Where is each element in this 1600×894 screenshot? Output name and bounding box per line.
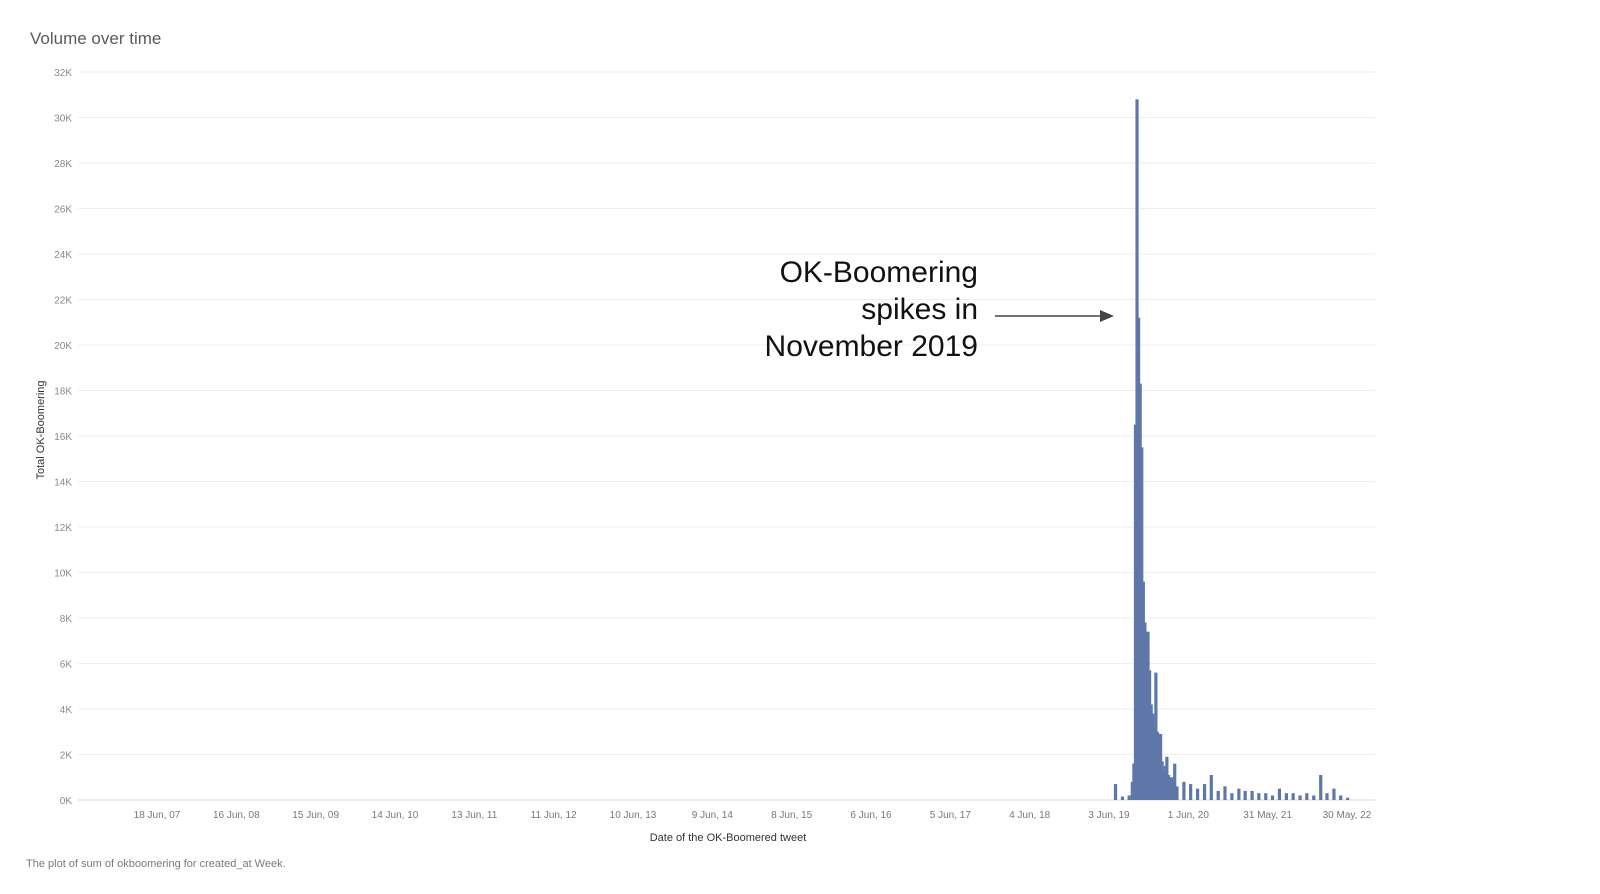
bar <box>1319 774 1323 800</box>
x-tick-label: 3 Jun, 19 <box>1088 810 1130 821</box>
y-tick-label: 28K <box>54 159 72 170</box>
x-tick-label: 11 Jun, 12 <box>531 810 577 821</box>
bar <box>1120 796 1125 800</box>
y-tick-label: 20K <box>54 341 72 352</box>
x-tick-label: 10 Jun, 13 <box>610 810 657 821</box>
chart-caption: The plot of sum of okboomering for creat… <box>26 858 286 870</box>
bar <box>1175 786 1179 800</box>
bar <box>1189 784 1193 800</box>
x-tick-label: 16 Jun, 08 <box>213 810 260 821</box>
y-tick-label: 8K <box>60 614 73 625</box>
y-tick-label: 10K <box>54 569 72 580</box>
chart-title: Volume over time <box>30 29 162 48</box>
annotation-line-1: OK-Boomering <box>780 256 978 289</box>
bar <box>1332 788 1336 800</box>
bar <box>1243 790 1247 800</box>
bar <box>1270 795 1275 800</box>
x-tick-label: 1 Jun, 20 <box>1168 810 1210 821</box>
bars <box>1113 99 1350 801</box>
annotation-line-2: spikes in <box>861 293 978 326</box>
y-tick-label: 24K <box>54 250 72 261</box>
x-tick-label: 15 Jun, 09 <box>292 810 339 821</box>
x-tick-label: 8 Jun, 15 <box>771 810 813 821</box>
bar <box>1182 781 1186 800</box>
x-tick-label: 4 Jun, 18 <box>1009 810 1051 821</box>
annotation-arrow-head <box>1100 310 1114 322</box>
bar <box>1298 795 1302 800</box>
bar <box>1113 784 1118 800</box>
x-tick-label: 6 Jun, 16 <box>850 810 892 821</box>
bar <box>1325 793 1329 800</box>
bar <box>1291 793 1295 800</box>
annotation-line-3: November 2019 <box>765 330 978 363</box>
y-tick-label: 4K <box>60 705 73 716</box>
y-axis-label: Total OK-Boomering <box>35 380 47 479</box>
x-tick-label: 31 May, 21 <box>1243 810 1292 821</box>
bar <box>1257 793 1261 800</box>
bar <box>1216 790 1220 800</box>
y-tick-label: 12K <box>54 523 72 534</box>
x-tick-label: 30 May, 22 <box>1323 810 1372 821</box>
bar <box>1127 795 1131 800</box>
bar <box>1277 788 1282 800</box>
x-axis-label: Date of the OK-Boomered tweet <box>650 832 807 844</box>
spike-annotation: OK-Boomering spikes in November 2019 <box>765 256 1114 363</box>
y-tick-label: 30K <box>54 114 72 125</box>
y-tick-label: 2K <box>60 751 73 762</box>
y-tick-label: 16K <box>54 432 72 443</box>
bar <box>1237 788 1241 800</box>
gridlines <box>78 71 1375 801</box>
bar <box>1195 788 1200 800</box>
bar <box>1202 784 1207 800</box>
bar <box>1305 793 1309 800</box>
y-tick-label: 22K <box>54 296 72 307</box>
y-tick-label: 32K <box>54 68 72 79</box>
bar <box>1209 774 1213 800</box>
bar <box>1173 763 1177 800</box>
x-tick-label: 13 Jun, 11 <box>451 810 497 821</box>
y-tick-label: 6K <box>60 660 73 671</box>
y-tick-label: 18K <box>54 387 72 398</box>
bar <box>1250 790 1254 800</box>
x-tick-label: 18 Jun, 07 <box>134 810 181 821</box>
x-tick-label: 9 Jun, 14 <box>692 810 734 821</box>
y-tick-label: 0K <box>60 796 73 807</box>
bar <box>1312 795 1316 800</box>
bar <box>1339 795 1343 800</box>
x-tick-label: 5 Jun, 17 <box>930 810 972 821</box>
bar <box>1284 793 1289 800</box>
bar <box>1264 793 1268 800</box>
bar <box>1223 786 1227 800</box>
y-tick-label: 26K <box>54 205 72 216</box>
y-axis: 0K 2K 4K 6K 8K 10K 12K 14K 16K 18K 20K 22K 24K 26K 28K… <box>54 68 72 807</box>
x-axis: 18 Jun, 07 16 Jun, 08 15 Jun, 09 14 Jun, 10… <box>134 810 1372 821</box>
bar <box>1346 797 1350 800</box>
x-tick-label: 14 Jun, 10 <box>372 810 419 821</box>
bar <box>1230 793 1234 800</box>
y-tick-label: 14K <box>54 478 72 489</box>
